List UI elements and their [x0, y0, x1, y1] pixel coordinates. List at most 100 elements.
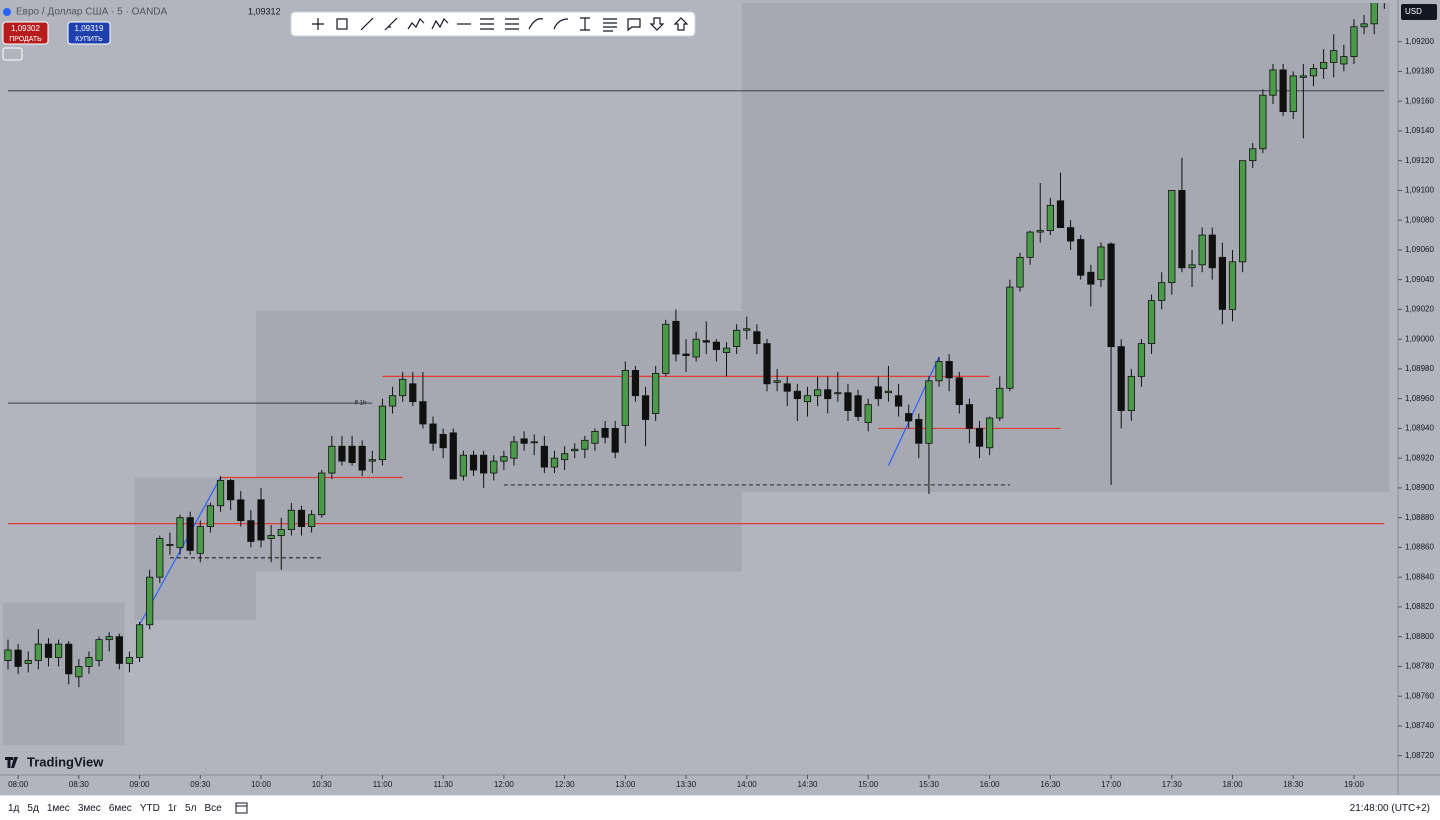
- y-tick-label: 1,09140: [1405, 126, 1434, 135]
- range-button[interactable]: 5д: [27, 802, 39, 814]
- candle-body: [945, 361, 953, 379]
- x-tick-label: 17:30: [1162, 780, 1183, 789]
- buy-price: 1,09319: [75, 24, 104, 33]
- candle-body: [14, 649, 22, 667]
- candle-body: [1178, 190, 1186, 269]
- y-tick-label: 1,08880: [1405, 513, 1434, 522]
- y-tick-label: 1,09000: [1405, 334, 1434, 343]
- candle-body: [429, 423, 437, 444]
- x-tick-label: 15:30: [919, 780, 940, 789]
- candle-body: [641, 395, 650, 420]
- y-tick-label: 1,08860: [1405, 543, 1434, 552]
- collapse-button[interactable]: [2, 47, 23, 61]
- tool-note[interactable]: [627, 18, 641, 32]
- range-button[interactable]: 3мес: [77, 802, 101, 814]
- candle-body: [814, 389, 822, 397]
- candle-body: [247, 520, 255, 542]
- candle-body: [793, 390, 801, 400]
- zone: [2, 602, 125, 746]
- range-button[interactable]: 5л: [185, 802, 197, 814]
- candle-body: [1279, 69, 1287, 112]
- currency-box[interactable]: [1401, 4, 1437, 20]
- candle-body: [571, 448, 579, 452]
- range-button[interactable]: 6мес: [108, 802, 132, 814]
- candle-body: [34, 643, 42, 661]
- candle-body: [267, 535, 275, 539]
- candle-body: [1036, 230, 1044, 233]
- tool-trend[interactable]: [360, 17, 374, 31]
- candle-body: [1269, 69, 1277, 96]
- candle-body: [662, 323, 670, 374]
- tool-channel[interactable]: [505, 18, 519, 30]
- candle-body: [1208, 234, 1216, 269]
- candle-body: [702, 340, 710, 343]
- candle-body: [227, 480, 235, 501]
- x-tick-label: 18:30: [1283, 780, 1304, 789]
- candle-body: [1056, 200, 1065, 229]
- candle-body: [105, 636, 113, 641]
- x-tick-label: 12:30: [555, 780, 576, 789]
- candle-body: [844, 392, 852, 411]
- candle-body: [338, 445, 346, 462]
- candle-body: [581, 439, 589, 450]
- candle-body: [378, 405, 387, 461]
- tool-arrow-up[interactable]: [673, 17, 689, 31]
- candle-body: [146, 576, 154, 626]
- candle-body: [166, 544, 174, 546]
- candle-body: [1077, 239, 1085, 276]
- range-button[interactable]: Все: [204, 802, 222, 814]
- candle-body: [894, 395, 903, 407]
- tool-ray[interactable]: [384, 17, 398, 31]
- candle-body: [925, 380, 933, 444]
- tool-range[interactable]: [580, 17, 590, 31]
- tool-arc[interactable]: [553, 18, 569, 30]
- tool-arrow-down[interactable]: [649, 17, 665, 31]
- x-tick-label: 09:00: [130, 780, 151, 789]
- tool-cross[interactable]: [312, 18, 324, 30]
- candle-body: [358, 445, 366, 471]
- range-button[interactable]: 1г: [167, 802, 178, 814]
- candle-body: [1249, 148, 1257, 162]
- buy-button[interactable]: [67, 21, 111, 45]
- candle-body: [611, 428, 619, 453]
- candle-body: [652, 372, 660, 414]
- candle-body: [884, 390, 893, 394]
- candle-body: [621, 370, 629, 426]
- candle-body: [601, 428, 609, 438]
- y-tick-label: 1,08820: [1405, 602, 1434, 611]
- tool-text[interactable]: [603, 18, 617, 32]
- date-picker[interactable]: [234, 801, 250, 815]
- y-tick-label: 1,09040: [1405, 275, 1434, 284]
- candle-body: [783, 383, 791, 392]
- tool-pattern[interactable]: [407, 17, 425, 30]
- candle-body: [1239, 160, 1247, 263]
- x-tick-label: 19:00: [1344, 780, 1365, 789]
- candle-body: [733, 329, 741, 348]
- tool-rect[interactable]: [336, 18, 348, 30]
- candle-body: [743, 328, 751, 331]
- y-tick-label: 1,08920: [1405, 453, 1434, 462]
- candle-body: [561, 453, 569, 461]
- tool-curve[interactable]: [528, 18, 544, 30]
- sell-price: 1,09302: [11, 24, 40, 33]
- range-button[interactable]: 1д: [8, 802, 20, 814]
- candle-body: [834, 392, 842, 395]
- y-tick-label: 1,09080: [1405, 215, 1434, 224]
- range-button[interactable]: 1мес: [46, 802, 70, 814]
- candle-body: [297, 509, 306, 527]
- x-tick-label: 11:30: [433, 780, 453, 789]
- axes: 1,08720 1,08740 1,08760 1,08780 1,08800 1,088…: [8, 37, 1434, 789]
- candle-body: [1188, 264, 1196, 269]
- candle-body: [965, 404, 974, 429]
- range-button[interactable]: YTD: [139, 802, 160, 814]
- y-tick-label: 1,09200: [1405, 37, 1434, 46]
- tool-fib[interactable]: [480, 18, 494, 30]
- tool-xabcd[interactable]: [431, 17, 449, 30]
- sell-button[interactable]: [2, 21, 49, 45]
- candle-body: [388, 395, 397, 407]
- candle-body: [216, 480, 225, 507]
- candle-body: [975, 428, 984, 447]
- y-tick-label: 1,09160: [1405, 96, 1434, 105]
- candle-body: [399, 378, 407, 397]
- candle-body: [935, 361, 943, 382]
